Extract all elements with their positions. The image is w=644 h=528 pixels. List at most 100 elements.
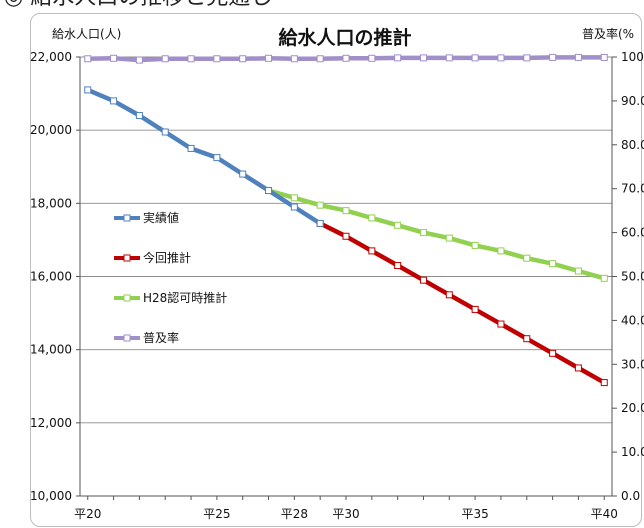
- data-point: [419, 54, 427, 62]
- x-axis-ticks: 平20 平25 平28 平30 平35 平40: [74, 496, 618, 521]
- series-line: [266, 188, 607, 281]
- x-tick-label: 平40: [591, 507, 618, 521]
- data-point: [265, 54, 273, 62]
- data-point: [342, 207, 350, 215]
- right-axis-label: 普及率(%: [582, 26, 634, 41]
- legend-swatch-marker: [123, 214, 131, 222]
- data-point: [135, 56, 143, 64]
- data-point: [471, 241, 479, 249]
- data-point: [290, 55, 298, 63]
- left-tick-label: 22,000: [30, 50, 72, 64]
- right-tick-label: 60.0: [621, 226, 644, 240]
- left-axis-label: 給水人口(人): [52, 27, 121, 41]
- left-tick-label: 20,000: [30, 123, 72, 137]
- legend-swatch-marker: [123, 254, 131, 262]
- header-fragment: ◎ 給水人口の推移と見通し: [0, 0, 644, 14]
- x-tick-label: 平28: [281, 507, 308, 521]
- data-point: [600, 274, 608, 282]
- left-tick-label: 16,000: [30, 270, 72, 284]
- series-line: [85, 87, 323, 226]
- data-point: [497, 247, 505, 255]
- legend-swatch-marker: [123, 334, 131, 342]
- data-point: [600, 53, 608, 61]
- data-point: [419, 229, 427, 237]
- series-line: [317, 221, 607, 385]
- data-point: [110, 97, 118, 105]
- right-tick-label: 70.0: [621, 182, 644, 196]
- data-point: [161, 55, 169, 63]
- chart-title: 給水人口の推計: [278, 26, 411, 49]
- right-tick-label: 50.0: [621, 270, 644, 284]
- data-point: [290, 194, 298, 202]
- left-tick-label: 12,000: [30, 416, 72, 430]
- series-layer: [84, 53, 608, 387]
- data-point: [84, 55, 92, 63]
- right-tick-label: 10.0: [621, 445, 644, 459]
- data-point: [394, 262, 402, 270]
- data-point: [84, 86, 92, 94]
- data-point: [368, 247, 376, 255]
- right-axis-ticks: 0.0 10.0 20.0 30.0 40.0 50.0 60.0 70.0 80.0 90.0 1…: [612, 50, 644, 503]
- data-point: [471, 305, 479, 313]
- data-point: [497, 54, 505, 62]
- data-point: [316, 219, 324, 227]
- data-point: [342, 232, 350, 240]
- data-point: [187, 144, 195, 152]
- data-point: [368, 54, 376, 62]
- x-tick-label: 平35: [461, 507, 488, 521]
- data-point: [135, 112, 143, 120]
- chart-frame: [30, 13, 642, 527]
- data-point: [445, 54, 453, 62]
- data-point: [316, 55, 324, 63]
- data-point: [523, 54, 531, 62]
- data-point: [497, 320, 505, 328]
- data-point: [265, 187, 273, 195]
- left-tick-label: 14,000: [30, 343, 72, 357]
- left-tick-label: 10,000: [30, 489, 72, 503]
- data-point: [523, 335, 531, 343]
- data-point: [213, 55, 221, 63]
- data-point: [445, 234, 453, 242]
- data-point: [290, 203, 298, 211]
- data-point: [523, 254, 531, 262]
- data-point: [110, 54, 118, 62]
- data-point: [239, 170, 247, 178]
- legend-swatch-marker: [123, 294, 131, 302]
- legend-label: 普及率: [143, 330, 179, 345]
- right-tick-label: 100: [621, 50, 644, 64]
- data-point: [419, 276, 427, 284]
- right-tick-label: 40.0: [621, 313, 644, 327]
- data-point: [574, 364, 582, 372]
- data-point: [368, 214, 376, 222]
- data-point: [316, 201, 324, 209]
- data-point: [239, 55, 247, 63]
- right-tick-label: 20.0: [621, 401, 644, 415]
- legend-label: H28認可時推計: [143, 290, 227, 305]
- x-tick-label: 平30: [332, 507, 359, 521]
- data-point: [574, 267, 582, 275]
- left-tick-label: 18,000: [30, 196, 72, 210]
- data-point: [549, 260, 557, 268]
- left-axis-ticks: 10,000 12,000 14,000 16,000 18,000 20,000 22,0…: [30, 50, 80, 503]
- gridlines: [80, 129, 612, 424]
- data-point: [600, 379, 608, 387]
- legend-label: 実績値: [143, 210, 179, 225]
- data-point: [394, 54, 402, 62]
- data-point: [549, 53, 557, 61]
- data-point: [213, 154, 221, 162]
- data-point: [445, 291, 453, 299]
- data-point: [574, 53, 582, 61]
- right-tick-label: 0.0: [621, 489, 640, 503]
- data-point: [187, 55, 195, 63]
- right-tick-label: 80.0: [621, 138, 644, 152]
- x-tick-label: 平25: [203, 507, 230, 521]
- data-point: [342, 54, 350, 62]
- right-tick-label: 90.0: [621, 94, 644, 108]
- x-tick-label: 平20: [74, 507, 101, 521]
- legend-label: 今回推計: [143, 250, 191, 265]
- right-tick-label: 30.0: [621, 357, 644, 371]
- data-point: [161, 128, 169, 136]
- data-point: [394, 221, 402, 229]
